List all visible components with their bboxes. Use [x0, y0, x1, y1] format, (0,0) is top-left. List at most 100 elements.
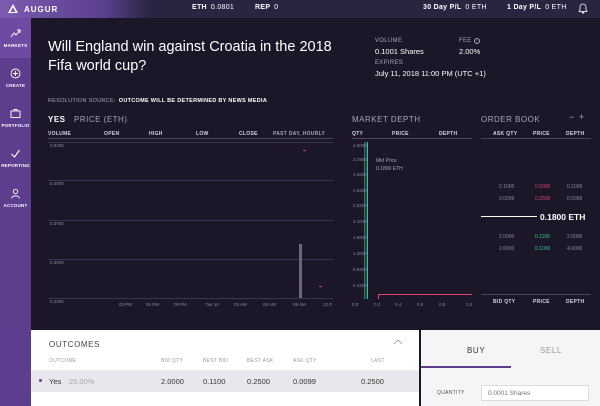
bid-depth-line	[367, 142, 368, 299]
sidebar-item-markets[interactable]: MARKETS	[0, 18, 31, 58]
bid-depth[interactable]: 2.0000	[567, 234, 583, 240]
resolution-value: OUTCOME WILL BE DETERMINED BY NEWS MEDIA	[118, 98, 268, 104]
quantity-input[interactable]	[481, 385, 589, 401]
info-icon[interactable]: i	[473, 38, 480, 44]
sidebar-item-label: REPORTING	[1, 163, 30, 168]
price-mark	[303, 150, 306, 151]
depth-x-tick: 0.4	[395, 302, 402, 307]
ob-mid-price: 0.1800 ETH	[540, 212, 586, 222]
market-view: Will England win against Croatia in the …	[31, 18, 600, 406]
rep-balance: REP 0	[255, 4, 279, 11]
x-tick: 09 AM	[293, 302, 306, 307]
ask-price[interactable]: 0.5000	[535, 184, 551, 190]
outcome-pct: 25.00%	[69, 377, 95, 386]
pl-30-label: 30 Day P/L	[423, 4, 462, 11]
fee-value: 2.00%	[459, 47, 481, 56]
depth-col-price: PRICE	[392, 131, 409, 137]
bid-qty[interactable]: 2.0000	[499, 246, 515, 252]
gridline	[48, 220, 333, 221]
y-tick: 0.2250	[50, 299, 64, 304]
depth-x-tick: 0.6	[417, 302, 424, 307]
sidebar-item-label: PORTFOLIO	[1, 123, 30, 128]
depth-y-tick: 0.4200	[353, 283, 367, 288]
col-best-ask: BEST ASK	[247, 358, 274, 364]
x-tick: 06 PM	[146, 302, 160, 307]
depth-col-qty: QTY	[352, 131, 364, 137]
eth-label: ETH	[192, 4, 207, 11]
col-ask-qty: ASK QTY	[293, 358, 317, 364]
person-icon	[11, 188, 20, 199]
gridline	[48, 259, 333, 260]
depth-y-tick: 1.6800	[353, 235, 367, 240]
ask-depth[interactable]: 0.1099	[567, 184, 583, 190]
col-best-bid: BEST BID	[203, 358, 229, 364]
bid-price[interactable]: 0.1000	[535, 246, 551, 252]
bid-price[interactable]: 0.1100	[535, 234, 550, 240]
depth-y-tick: 3.7800	[353, 157, 367, 162]
mid-price-label: Mid Price	[376, 158, 397, 164]
ask-qty[interactable]: 0.0099	[499, 196, 515, 202]
divider	[481, 138, 591, 139]
depth-col-depth: DEPTH	[439, 131, 458, 137]
zoom-in-button[interactable]: +	[579, 112, 585, 122]
y-tick: 0.5250	[50, 143, 64, 148]
bid-qty[interactable]: 2.0000	[499, 234, 515, 240]
y-tick: 0.3750	[50, 221, 64, 226]
outcomes-panel: OUTCOMES OUTCOME BID QTY BEST BID BEST A…	[31, 330, 419, 406]
chevron-up-icon[interactable]	[393, 339, 403, 345]
col-low: LOW	[196, 131, 209, 137]
tab-sell[interactable]: SELL	[540, 346, 562, 355]
pl-1-label: 1 Day P/L	[507, 4, 542, 11]
x-tick: 03 AM	[234, 302, 247, 307]
pl-1-value: 0 ETH	[545, 4, 567, 11]
briefcase-icon	[10, 109, 21, 118]
col-open: OPEN	[104, 131, 120, 137]
expires-value: July 11, 2018 11:00 PM (UTC +1)	[375, 69, 486, 78]
plus-circle-icon	[10, 68, 21, 79]
selected-dot-icon	[39, 379, 42, 382]
sidebar-nav: MARKETS CREATE PORTFOLIO REPORTING ACCOU…	[0, 18, 31, 406]
outcome-row[interactable]: Yes 25.00% 2.0000 0.1100 0.2500 0.0099 0…	[31, 370, 419, 392]
ask-depth-line	[378, 294, 472, 295]
depth-y-tick: 1.2600	[353, 251, 367, 256]
check-icon	[11, 149, 20, 158]
gridline	[48, 180, 333, 181]
col-outcome: OUTCOME	[49, 358, 77, 364]
bid-depth-area	[364, 142, 368, 299]
depth-x-tick: 0.2	[374, 302, 381, 307]
timeframe-selector[interactable]: PAST DAY, HOURLY	[273, 131, 326, 137]
ob-col-price: PRICE	[533, 131, 550, 137]
eth-value: 0.0801	[210, 4, 235, 11]
x-tick: Tue 10	[205, 302, 219, 307]
depth-y-tick: 2.5200	[353, 203, 367, 208]
mid-price-divider	[481, 216, 537, 217]
brand-logo[interactable]: AUGUR	[0, 0, 150, 18]
depth-x-tick: 1.0	[466, 302, 473, 307]
divider	[481, 294, 591, 295]
ask-depth[interactable]: 0.0099	[567, 196, 583, 202]
ask-price[interactable]: 0.2500	[535, 196, 551, 202]
sidebar-item-create[interactable]: CREATE	[0, 58, 31, 98]
top-bar: AUGUR ETH 0.0801 REP 0 30 Day P/L 0 ETH 1 D…	[0, 0, 600, 18]
outcome-last: 0.2500	[361, 377, 384, 386]
brand-name: AUGUR	[24, 4, 59, 14]
market-title: Will England win against Croatia in the …	[48, 39, 332, 74]
sidebar-item-portfolio[interactable]: PORTFOLIO	[0, 98, 31, 138]
ask-qty[interactable]: 0.1000	[499, 184, 515, 190]
gridline	[48, 142, 333, 143]
y-tick: 0.3000	[50, 260, 64, 265]
zoom-out-button[interactable]: −	[569, 112, 575, 122]
order-book-title: ORDER BOOK	[481, 115, 541, 124]
outcome-best-bid: 0.1100	[203, 377, 226, 386]
sidebar-item-reporting[interactable]: REPORTING	[0, 138, 31, 178]
price-panel-outcome[interactable]: YES	[48, 115, 66, 124]
col-bid-qty: BID QTY	[161, 358, 184, 364]
bid-depth[interactable]: 4.0000	[567, 246, 583, 252]
sidebar-item-account[interactable]: ACCOUNT	[0, 178, 31, 218]
bell-icon[interactable]	[578, 3, 588, 14]
x-tick: 06 AM	[263, 302, 276, 307]
outcome-bid-qty: 2.0000	[161, 377, 184, 386]
col-last: LAST	[371, 358, 385, 364]
volume-bar	[299, 244, 302, 298]
tab-buy[interactable]: BUY	[467, 346, 486, 355]
